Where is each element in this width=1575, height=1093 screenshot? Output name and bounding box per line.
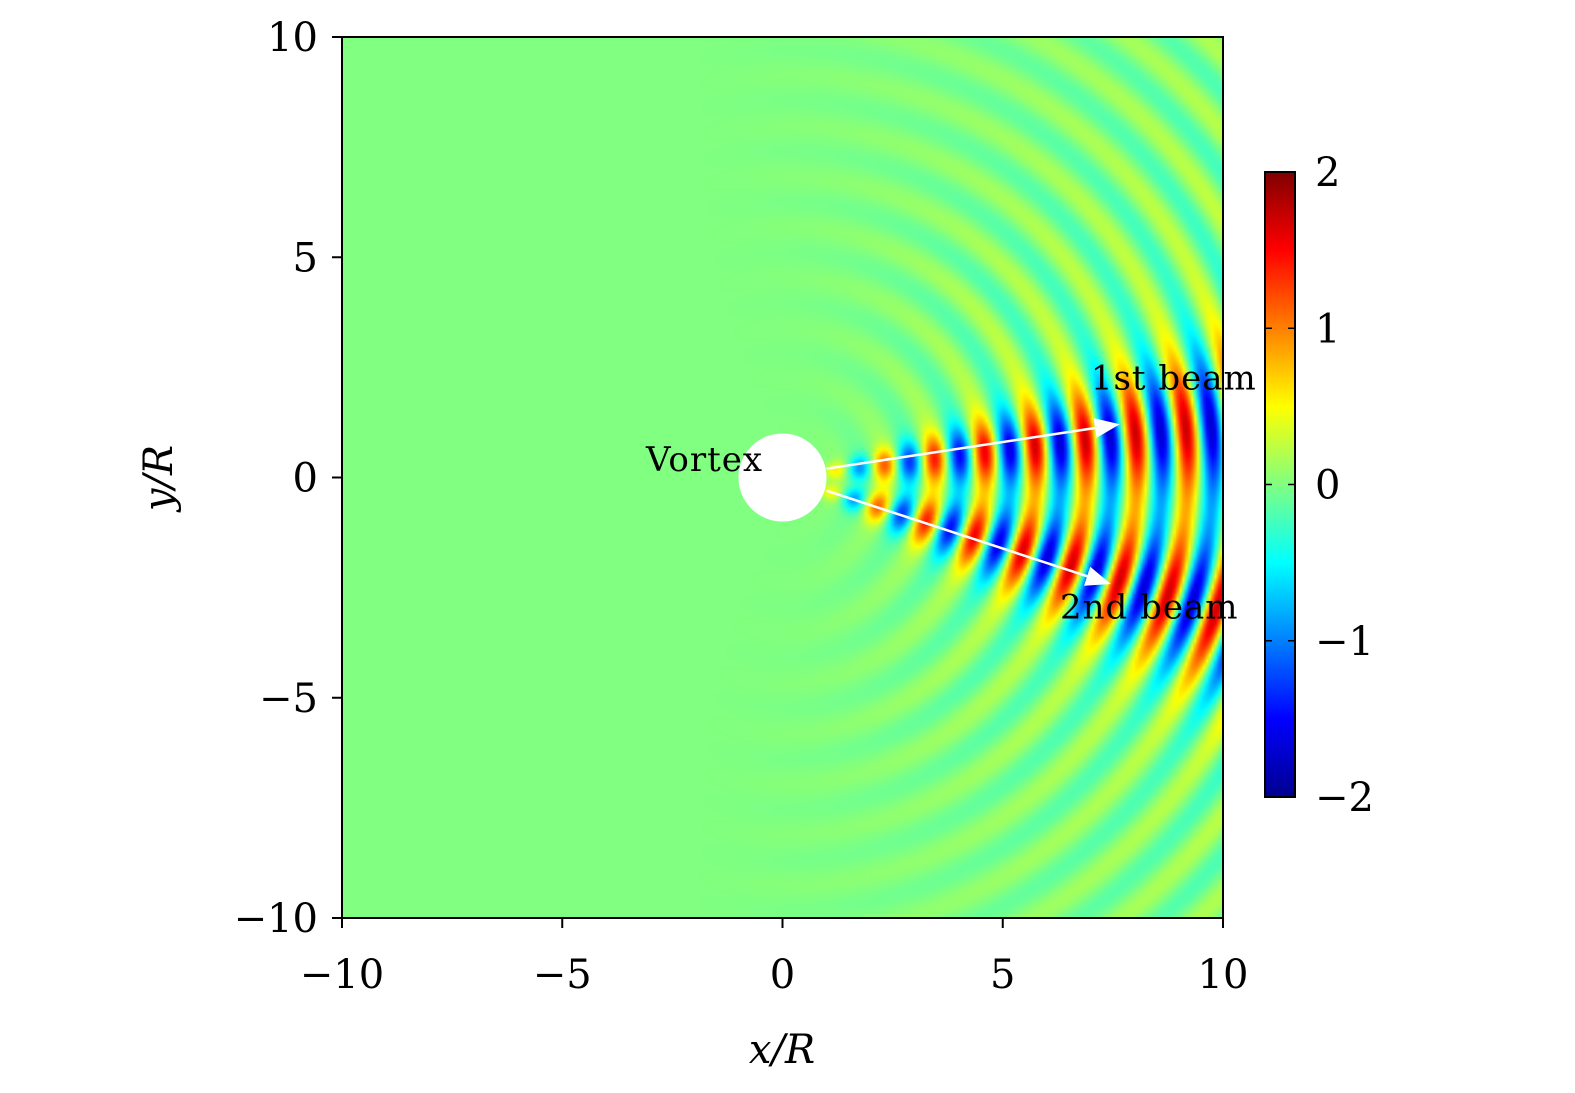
y-tick-label: 5	[293, 235, 318, 281]
vortex-core	[738, 433, 827, 522]
colorbar: 2 1 0 −1 −2	[1264, 150, 1374, 821]
annotation-2nd-beam: 2nd beam	[1060, 587, 1239, 627]
heatmap-plot-area: Vortex 1st beam 2nd beam	[341, 36, 1257, 919]
x-tick-label: −5	[533, 952, 592, 998]
colorbar-tick-label: −2	[1315, 775, 1374, 821]
x-tick-label: −10	[300, 952, 384, 998]
y-tick-label: −5	[259, 676, 318, 722]
colorbar-tick-label: 2	[1315, 150, 1340, 196]
annotation-vortex: Vortex	[645, 440, 763, 480]
y-tick-label: 0	[293, 456, 318, 502]
x-tick-label: 0	[770, 952, 795, 998]
x-axis: −10 −5 0 5 10	[300, 918, 1249, 998]
colorbar-tick-label: 0	[1315, 463, 1340, 509]
annotation-1st-beam: 1st beam	[1091, 358, 1257, 398]
colorbar-tick-label: −1	[1315, 619, 1374, 665]
arrow-1st-beam	[826, 418, 1120, 470]
y-tick-label: −10	[234, 896, 318, 942]
x-axis-title: x/R	[749, 1027, 815, 1073]
y-axis: −10 −5 0 5 10	[234, 15, 342, 942]
y-tick-label: 10	[267, 15, 318, 61]
arrow-2nd-beam	[826, 489, 1111, 586]
colorbar-ticks: 2 1 0 −1 −2	[1265, 150, 1374, 821]
x-tick-label: 10	[1198, 952, 1249, 998]
colorbar-tick-label: 1	[1315, 306, 1340, 352]
y-axis-title: y/R	[136, 445, 182, 513]
x-tick-label: 5	[990, 952, 1015, 998]
